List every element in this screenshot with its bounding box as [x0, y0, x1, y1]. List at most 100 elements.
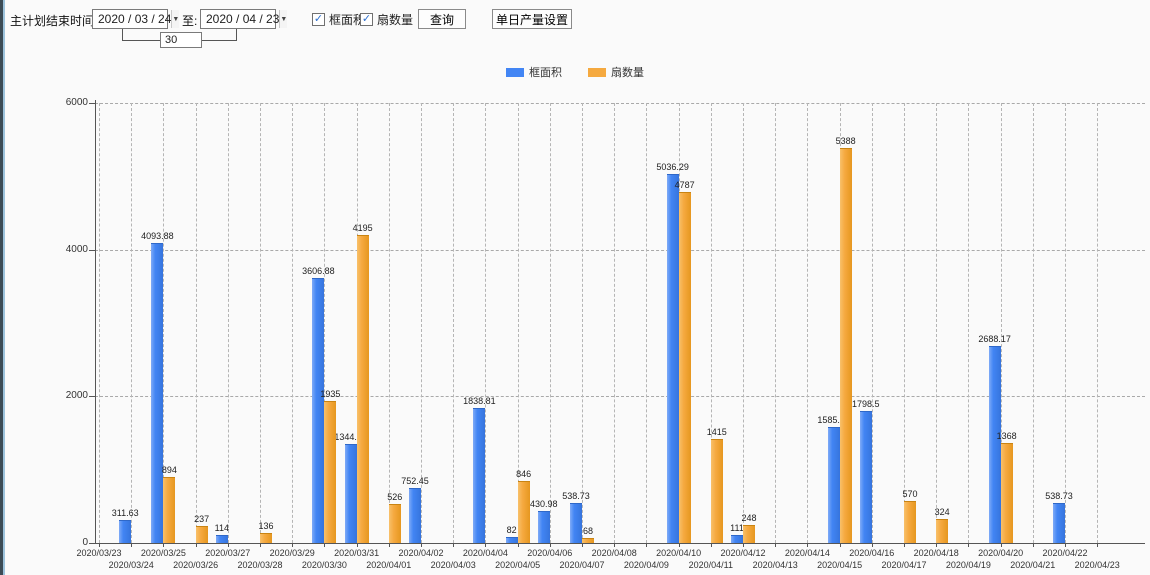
x-gridline [904, 103, 905, 543]
fan-count-checkbox-label: 扇数量 [377, 13, 414, 27]
x-tick-label: 2020/03/26 [173, 560, 219, 570]
x-tick-label: 2020/03/25 [140, 548, 186, 558]
x-gridline [1032, 103, 1034, 543]
x-tick-label: 2020/03/28 [237, 560, 283, 570]
bar-fan-count [743, 524, 755, 543]
x-gridline [485, 103, 487, 543]
y-axis-tick [89, 249, 95, 251]
bar-value-label: 5388 [835, 135, 856, 146]
x-gridline [743, 103, 744, 543]
x-tick-label: 2020/04/11 [688, 560, 733, 570]
bar-frame-area [473, 408, 486, 543]
toolbar: 主计划结束时间: 2020 / 03 / 24 ▼ 至: 2020 / 04 /… [0, 0, 1150, 56]
legend-swatch-orange [588, 67, 606, 77]
x-axis-tick [163, 543, 165, 547]
bar-frame-area [119, 520, 132, 543]
checkbox-check-icon[interactable]: ✓ [312, 13, 325, 26]
bar-value-label: 68 [582, 526, 593, 536]
x-gridline [582, 103, 583, 543]
bar-value-label: 114 [214, 522, 229, 533]
x-tick-label: 2020/04/17 [881, 560, 927, 570]
bar-frame-area [505, 536, 518, 543]
x-axis-tick [582, 543, 583, 547]
daily-output-settings-button[interactable]: 单日产量设置 [492, 9, 572, 29]
x-gridline [936, 103, 938, 543]
x-gridline [775, 103, 777, 543]
fan-count-checkbox[interactable]: ✓ 扇数量 [360, 11, 413, 28]
legend-item-fan: 扇数量 [588, 64, 644, 80]
bar-fan-count [388, 504, 401, 543]
bar-value-label: 526 [387, 492, 403, 503]
connector-line [236, 29, 237, 41]
x-axis-tick [839, 543, 841, 547]
x-tick-label: 2020/03/29 [269, 548, 315, 558]
x-tick-label: 2020/04/01 [366, 560, 412, 570]
bar-fan-count [936, 519, 949, 543]
bar-value-label: 570 [902, 489, 918, 500]
y-axis-tick [89, 396, 95, 398]
bar-fan-count [710, 439, 723, 543]
x-tick-label: 2020/04/12 [720, 548, 766, 558]
y-axis-tick [89, 103, 95, 104]
bar-fan-count [678, 191, 691, 543]
x-gridline [1097, 103, 1099, 543]
area-checkbox[interactable]: ✓ 框面积 [312, 11, 365, 28]
bar-value-label: 894 [161, 465, 177, 476]
x-axis-tick [775, 543, 777, 547]
x-tick-label: 2020/04/08 [591, 548, 637, 558]
chevron-down-icon[interactable]: ▼ [171, 10, 180, 28]
x-gridline [324, 103, 326, 543]
x-axis-tick [743, 543, 744, 547]
legend-item-area: 框面积 [506, 64, 562, 80]
bar-value-label: 752.45 [401, 475, 429, 486]
x-gridline [871, 103, 873, 543]
bar-value-label: 248 [741, 512, 757, 523]
x-gridline [260, 103, 261, 543]
x-axis-tick [1000, 543, 1002, 547]
x-tick-label: 2020/04/06 [527, 548, 573, 558]
chart-legend: 框面积 扇数量 [0, 64, 1150, 80]
x-gridline [453, 103, 455, 543]
x-tick-label: 2020/04/16 [849, 548, 895, 558]
bar-value-label: 237 [194, 513, 210, 524]
bar-value-label: 311.63 [111, 508, 139, 519]
chevron-down-icon[interactable]: ▼ [279, 10, 288, 28]
date-to-combo[interactable]: 2020 / 04 / 23 ▼ [200, 9, 288, 29]
x-axis-tick [1065, 543, 1066, 547]
x-tick-label: 2020/04/23 [1074, 560, 1120, 570]
bar-value-label: 5036.29 [656, 161, 689, 172]
bar-frame-area [570, 503, 582, 543]
y-tick-label: 2000 [65, 390, 88, 402]
x-tick-label: 2020/04/18 [913, 548, 959, 558]
date-from-combo[interactable]: 2020 / 03 / 24 ▼ [92, 9, 180, 29]
bar-frame-area [312, 278, 325, 543]
collapsed-side-panel[interactable] [0, 0, 5, 575]
x-tick-label: 2020/04/09 [623, 560, 669, 570]
query-button[interactable]: 查询 [418, 9, 466, 29]
x-tick-label: 2020/04/07 [559, 560, 605, 570]
y-gridline [95, 396, 1145, 398]
x-gridline [99, 103, 100, 543]
checkbox-check-icon[interactable]: ✓ [360, 13, 373, 26]
x-tick-label: 2020/04/02 [398, 548, 444, 558]
y-tick-label: 0 [82, 537, 88, 548]
bar-value-label: 1585.96 [817, 414, 850, 425]
bar-frame-area [827, 426, 840, 543]
days-input[interactable]: 30 [160, 32, 202, 48]
bar-value-label: 1415 [706, 427, 727, 438]
bar-value-label: 3606.88 [302, 266, 335, 277]
date-to-value: 2020 / 04 / 23 [206, 12, 280, 26]
x-tick-label: 2020/04/19 [945, 560, 991, 570]
legend-label: 框面积 [529, 67, 562, 79]
y-axis-tick [89, 543, 95, 544]
x-gridline [549, 103, 551, 543]
bar-value-label: 1935 [320, 389, 341, 400]
bar-frame-area [537, 511, 550, 543]
connector-line [122, 29, 123, 41]
y-tick-label: 6000 [65, 97, 88, 108]
x-axis-tick [936, 543, 938, 547]
x-gridline [646, 103, 648, 543]
x-axis-tick [1032, 543, 1034, 547]
x-tick-label: 2020/04/03 [430, 560, 476, 570]
x-axis-tick [356, 543, 358, 547]
